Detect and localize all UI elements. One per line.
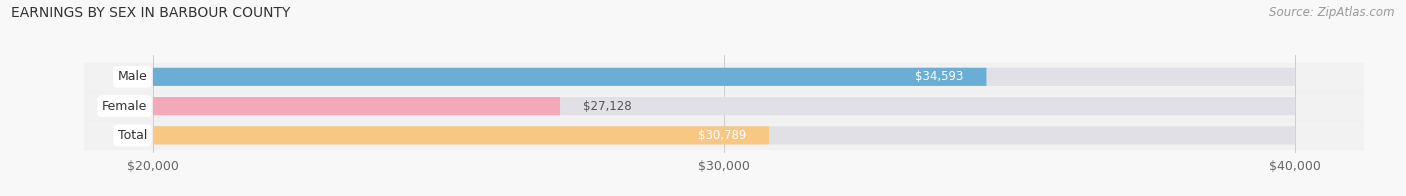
FancyBboxPatch shape (153, 68, 1295, 86)
FancyBboxPatch shape (153, 126, 1295, 144)
Text: $34,593: $34,593 (915, 70, 963, 83)
Text: EARNINGS BY SEX IN BARBOUR COUNTY: EARNINGS BY SEX IN BARBOUR COUNTY (11, 6, 291, 20)
FancyBboxPatch shape (153, 126, 769, 144)
Text: Male: Male (118, 70, 148, 83)
FancyBboxPatch shape (153, 97, 560, 115)
Text: Source: ZipAtlas.com: Source: ZipAtlas.com (1270, 6, 1395, 19)
Bar (84, 121, 1364, 149)
Text: $27,128: $27,128 (583, 100, 631, 113)
Text: $30,789: $30,789 (697, 129, 747, 142)
FancyBboxPatch shape (153, 68, 987, 86)
Text: Female: Female (101, 100, 148, 113)
Bar (84, 63, 1364, 91)
FancyBboxPatch shape (153, 97, 1295, 115)
Text: Total: Total (118, 129, 148, 142)
Bar (84, 92, 1364, 120)
